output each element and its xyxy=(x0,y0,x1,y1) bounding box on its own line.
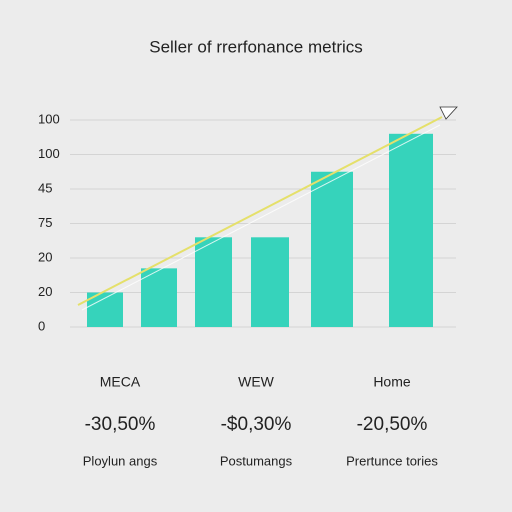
plot: 0 20 20 75 45 100 100 xyxy=(38,111,456,333)
trend-line xyxy=(77,116,443,306)
trend-line-glow xyxy=(81,124,441,311)
summary-metric: -30,50% xyxy=(85,414,156,435)
y-tick-label: 0 xyxy=(38,318,45,333)
summary-caption: Ploylun angs xyxy=(83,453,158,468)
summary-name: MECA xyxy=(100,374,141,390)
bar xyxy=(195,237,232,327)
bar xyxy=(141,268,177,327)
chart-title: Seller of rrerfonance metrics xyxy=(149,37,363,56)
y-tick-label: 100 xyxy=(38,146,60,161)
y-tick-label: 20 xyxy=(38,284,52,299)
y-tick-label: 45 xyxy=(38,180,52,195)
bar xyxy=(251,237,289,327)
bar xyxy=(311,171,353,327)
y-tick-label: 75 xyxy=(38,215,52,230)
trend-arrow xyxy=(439,106,458,120)
summary-name: WEW xyxy=(238,374,275,390)
y-tick-label: 100 xyxy=(38,111,60,126)
bar xyxy=(389,133,433,327)
summary-name: Home xyxy=(373,374,411,390)
y-tick-label: 20 xyxy=(38,249,52,264)
summary-metric: -$0,30% xyxy=(221,414,292,435)
summary-caption: Prertunce tories xyxy=(346,453,438,468)
summary-metric: -20,50% xyxy=(357,414,428,435)
summary-caption: Postumangs xyxy=(220,453,293,468)
